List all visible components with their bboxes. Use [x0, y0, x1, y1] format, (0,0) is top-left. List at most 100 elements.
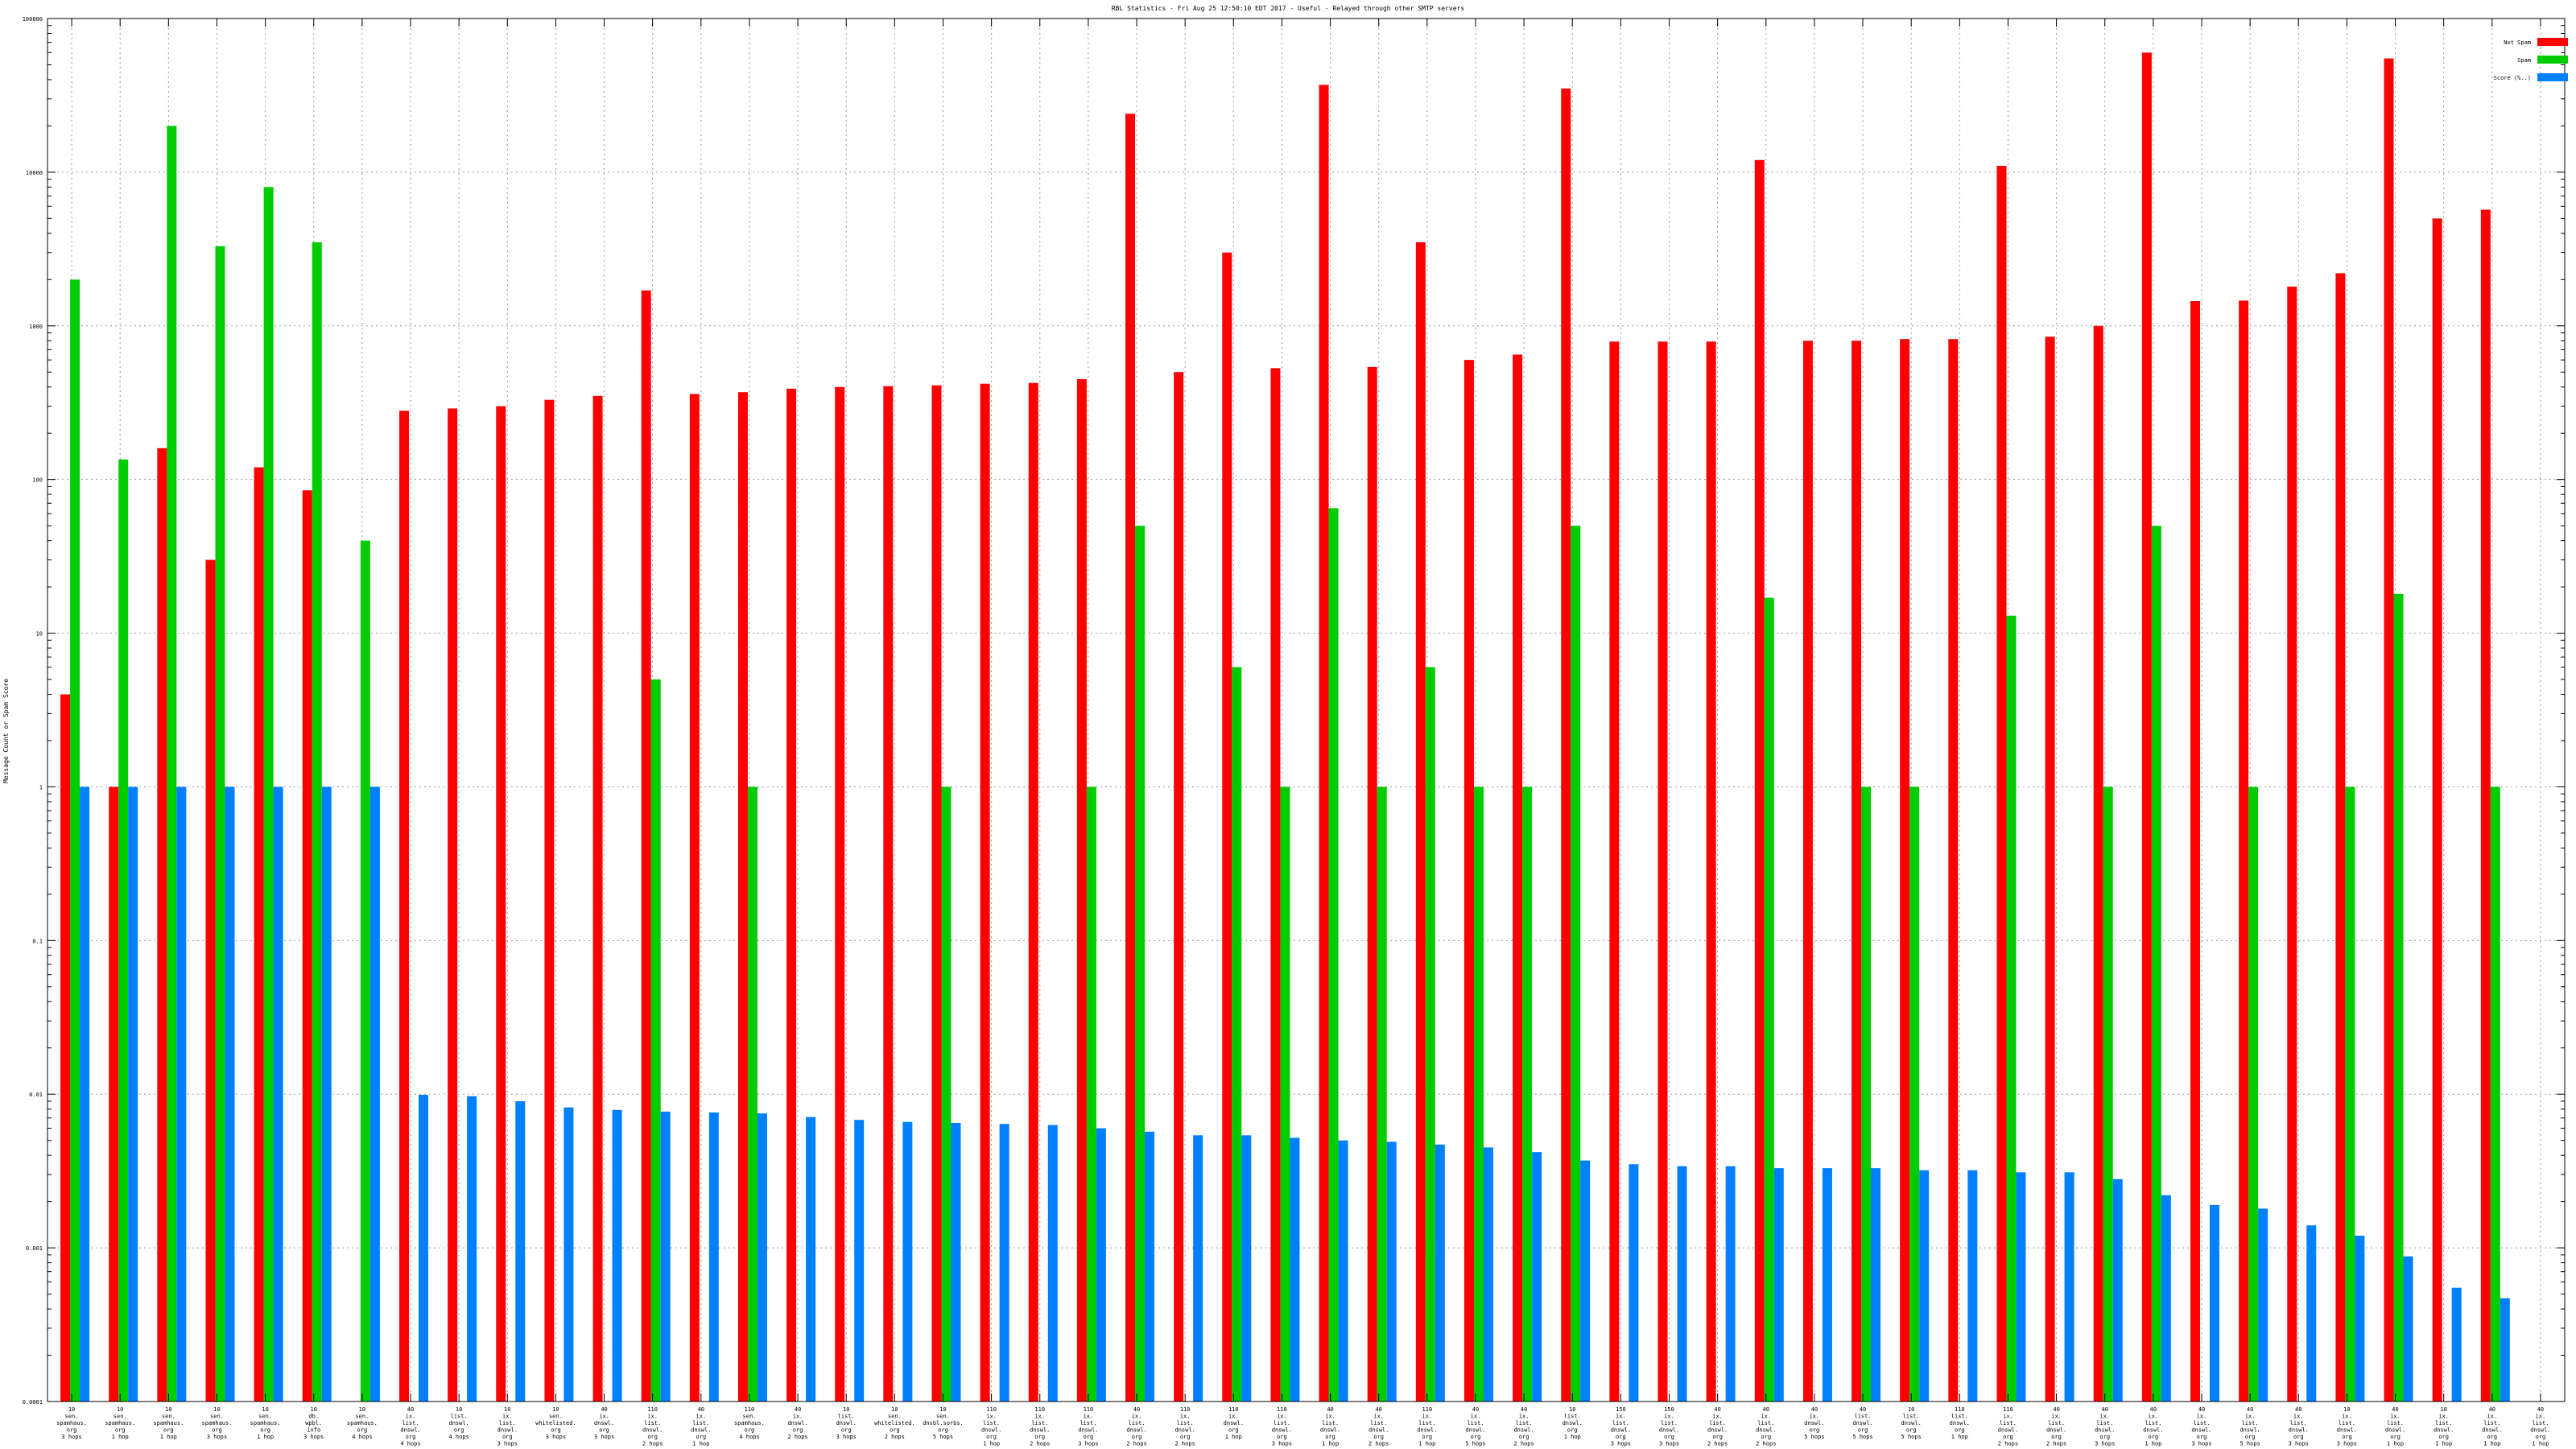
x-tick-label: 10 sen. spamhaus. org 1 hop — [250, 1406, 281, 1440]
y-tick-label: 0.01 — [29, 1092, 43, 1098]
bar-not-spam — [496, 406, 506, 1402]
bar-score — [225, 786, 235, 1402]
y-tick-label: 10000 — [26, 170, 43, 176]
bar-spam — [1086, 786, 1096, 1402]
bar-not-spam — [2045, 336, 2055, 1402]
x-tick-label: 40 ix. list. dnswl. org 3 hops — [2191, 1406, 2211, 1447]
x-tick-label: 40 ix. list. dnswl. org 3 hops — [2095, 1406, 2115, 1447]
bar-not-spam — [1754, 159, 1765, 1402]
bar-score — [2258, 1208, 2268, 1402]
x-tick-label: 110 ix. list. dnswl. org 2 hops — [1030, 1406, 1050, 1447]
x-tick-label: 110 ix. list. dnswl. org 1 hop — [1417, 1406, 1437, 1447]
bar-score — [2451, 1287, 2462, 1402]
bar-not-spam — [1802, 341, 1813, 1402]
bar-spam — [2006, 615, 2017, 1402]
y-tick-label: 10 — [36, 631, 43, 638]
legend: Not Spam Spam Score (%..) — [2494, 38, 2568, 81]
x-tick-label: 10 ix. list. dnswl. org 1 hop — [2434, 1406, 2454, 1447]
bar-not-spam — [1076, 378, 1087, 1402]
x-tick-label: 40 ix. list. dnswl. org 2 hops — [1707, 1406, 1728, 1447]
x-tick-label: 40 ix. list. dnswl. org 2 hops — [2046, 1406, 2066, 1447]
bar-score — [757, 1113, 767, 1402]
x-tick-label: 40 ix. list. dnswl. org 1 hop — [2385, 1406, 2405, 1447]
bar-not-spam — [1706, 341, 1716, 1402]
x-tick-label: 110 ix. list. dnswl. org 3 hops — [1078, 1406, 1098, 1447]
bar-score — [564, 1107, 574, 1402]
bar-spam — [941, 786, 952, 1402]
bar-not-spam — [931, 385, 942, 1402]
x-tick-label: 40 ix. list. dnswl. org 5 hops — [2240, 1406, 2260, 1447]
bar-not-spam — [157, 448, 167, 1402]
x-tick-label: 10 list. dnswl. org 4 hops — [448, 1406, 469, 1440]
bar-not-spam — [1948, 339, 1959, 1402]
bar-spam — [263, 187, 274, 1402]
bar-not-spam — [1852, 341, 1862, 1402]
bar-score — [2209, 1204, 2219, 1402]
x-tick-label: 40 ix. list. dnswl. org 4 hops — [400, 1406, 420, 1447]
bar-spam — [1909, 786, 1920, 1402]
bar-spam — [2248, 786, 2259, 1402]
bar-not-spam — [1222, 252, 1232, 1402]
bar-not-spam — [544, 399, 555, 1402]
bar-spam — [1280, 786, 1290, 1402]
bar-spam — [1861, 786, 1872, 1402]
x-tick-label: 10 list. dnswl. org 3 hops — [836, 1406, 857, 1440]
bar-not-spam — [2384, 58, 2394, 1402]
bar-score — [80, 786, 90, 1402]
x-tick-label: 40 ix. list. dnswl. org 2 hops — [1368, 1406, 1389, 1447]
bar-spam — [2151, 526, 2161, 1402]
x-tick-label: 10 list. dnswl. org 5 hops — [1901, 1406, 1922, 1440]
bar-score — [1096, 1128, 1106, 1402]
bar-spam — [2345, 786, 2355, 1402]
bar-not-spam — [1513, 354, 1523, 1402]
bar-score — [2500, 1298, 2510, 1402]
bar-score — [999, 1124, 1009, 1402]
bar-not-spam — [737, 392, 748, 1402]
x-tick-label: 10 ix. list. dnswl. org 3 hops — [2337, 1406, 2357, 1447]
x-tick-label: 40 ix. list. dnswl. org 1 hop — [1320, 1406, 1340, 1447]
legend-label: Score (%..) — [2494, 75, 2531, 81]
bar-not-spam — [2190, 300, 2200, 1402]
x-tick-label: 40 ix. list. dnswl. org 1 hop — [2530, 1406, 2550, 1447]
bar-spam — [1571, 526, 1581, 1402]
x-tick-label: 10 sen. dnsbl.sorbs. org 5 hops — [923, 1406, 964, 1440]
bar-spam — [360, 540, 370, 1402]
bar-spam — [2490, 786, 2500, 1402]
bar-score — [2306, 1225, 2317, 1402]
bar-not-spam — [1609, 341, 1620, 1402]
legend-label: Not Spam — [2504, 39, 2531, 46]
bar-score — [708, 1112, 719, 1402]
x-tick-label: 150 ix. list. dnswl. org 3 hops — [1659, 1406, 1679, 1447]
bar-score — [1677, 1166, 1687, 1402]
x-tick-label: 10 list. dnswl. org 1 hop — [1563, 1406, 1583, 1440]
legend-label: Spam — [2517, 57, 2531, 64]
bar-score — [660, 1111, 671, 1402]
bar-score — [2161, 1195, 2171, 1402]
bar-score — [902, 1121, 913, 1402]
bar-score — [1193, 1135, 1203, 1402]
bar-spam — [1328, 508, 1339, 1402]
x-tick-label: 10 sen. spamhaus. org 1 hop — [105, 1406, 135, 1440]
bar-spam — [1377, 786, 1387, 1402]
bar-score — [2064, 1172, 2074, 1402]
x-tick-label: 40 ix. list. dnswl. org 2 hops — [1513, 1406, 1534, 1447]
legend-swatch — [2537, 38, 2568, 46]
x-tick-label: 110 ix. dnswl. org 1 hop — [1224, 1406, 1244, 1440]
bar-not-spam — [254, 467, 264, 1402]
bar-not-spam — [1415, 242, 1426, 1402]
bar-spam — [70, 279, 80, 1402]
bar-not-spam — [2335, 273, 2346, 1402]
bar-score — [1822, 1168, 1832, 1402]
bar-score — [1773, 1168, 1784, 1402]
bar-spam — [118, 459, 129, 1402]
bar-not-spam — [448, 408, 458, 1402]
bar-not-spam — [2432, 218, 2442, 1402]
bar-spam — [1764, 597, 1774, 1402]
chart-title: RBL Statistics - Fri Aug 25 12:50:10 EDT… — [1112, 5, 1464, 12]
bar-score — [1290, 1137, 1300, 1402]
bar-not-spam — [2239, 300, 2249, 1402]
bar-not-spam — [641, 290, 651, 1402]
y-tick-label: 1 — [39, 784, 43, 791]
bar-score — [321, 786, 332, 1402]
legend-swatch — [2537, 73, 2568, 81]
